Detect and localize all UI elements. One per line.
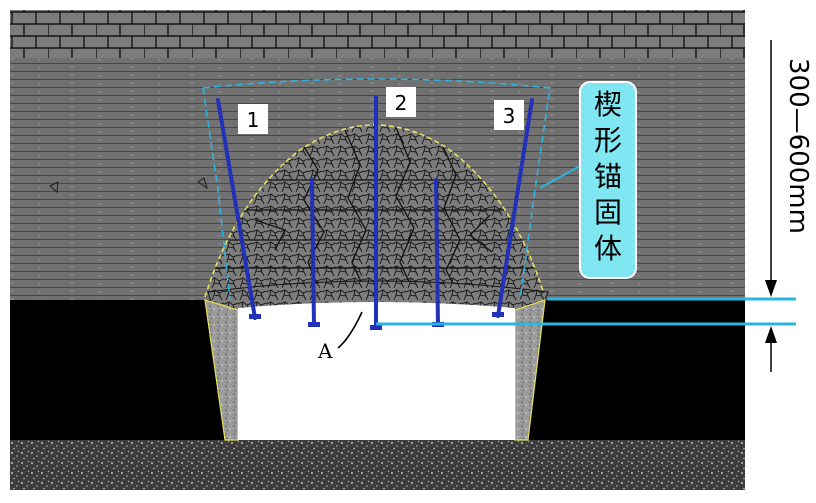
callout-char-4: 固 (594, 196, 622, 229)
callout-leader (539, 164, 583, 189)
anchor-bolt-middle-right (434, 178, 440, 327)
callout-char-3: 锚 (594, 160, 622, 193)
point-a-leader (337, 311, 363, 349)
callout-box (579, 81, 637, 279)
callout-char-5: 体 (594, 232, 622, 265)
dimension-arrows (765, 40, 777, 372)
bolt-label-3: 3 (494, 100, 524, 130)
coal-seam-right (520, 300, 745, 440)
strata-pebbles (49, 177, 208, 194)
coal-seam-left (10, 300, 235, 440)
roadway-opening (238, 302, 515, 440)
point-a-label: A (317, 339, 333, 363)
anchor-bolt-3 (496, 98, 534, 318)
anchor-bolts (216, 95, 534, 330)
brick-layer (10, 10, 745, 58)
anchor-bolt-middle-left (310, 178, 316, 327)
gravel-floor (10, 440, 745, 490)
wedge-boundary (202, 78, 551, 301)
callout-label: 楔 形 锚 固 体 (594, 88, 622, 265)
bolt-number-3: 3 (503, 104, 516, 128)
callout-char-1: 楔 (594, 88, 622, 121)
bolt-label-1: 1 (238, 104, 268, 134)
bolt-number-2: 2 (395, 91, 408, 115)
anchor-bolt-1 (216, 98, 257, 320)
dimension-label: 300—600mm (783, 58, 813, 234)
callout-char-2: 形 (594, 124, 622, 157)
bolt-label-2: 2 (386, 87, 416, 117)
bolt-number-1: 1 (247, 108, 260, 132)
